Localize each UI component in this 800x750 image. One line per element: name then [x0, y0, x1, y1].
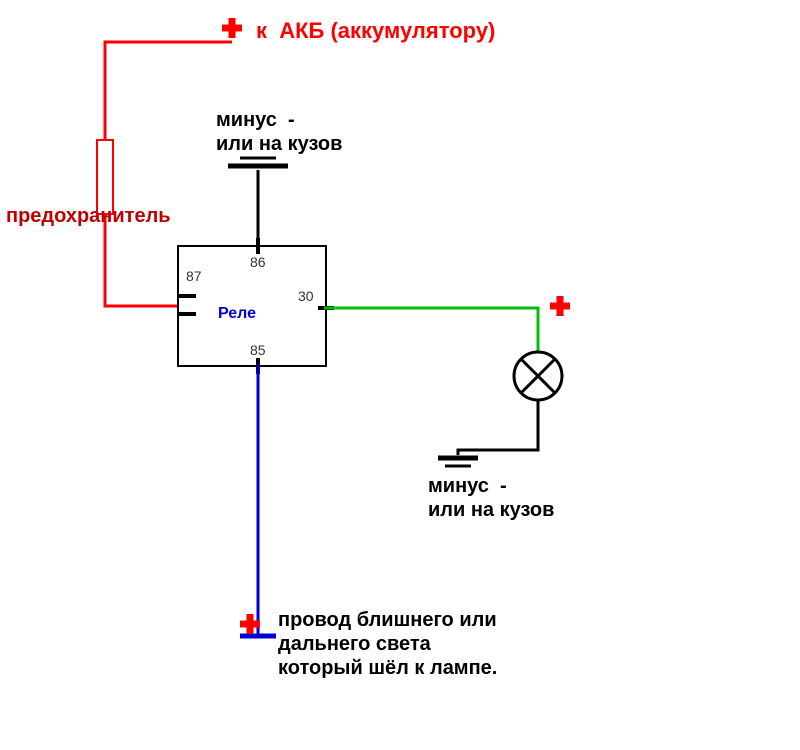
- label-gnd1: минус - или на кузов: [216, 108, 342, 156]
- fuse-box: [97, 140, 113, 214]
- plus-marker-2: [550, 296, 570, 316]
- wire-lamp-gnd: [458, 400, 538, 455]
- label-fuse: предохранитель: [6, 204, 171, 228]
- label-gnd2: минус - или на кузов: [428, 474, 554, 522]
- label-battery: к АКБ (аккумулятору): [256, 18, 495, 44]
- label-bottom: провод блишнего или дальнего света котор…: [278, 608, 497, 680]
- label-relay: Реле: [218, 304, 256, 323]
- lamp-symbol: [514, 352, 562, 400]
- label-pin30: 30: [298, 288, 314, 305]
- label-pin86: 86: [250, 254, 266, 271]
- label-pin87: 87: [186, 268, 202, 285]
- wire-green-30: [324, 308, 538, 352]
- ground-symbol-1: [228, 158, 288, 166]
- plus-marker-1: [222, 18, 242, 38]
- ground-symbol-2: [438, 458, 478, 466]
- label-pin85: 85: [250, 342, 266, 359]
